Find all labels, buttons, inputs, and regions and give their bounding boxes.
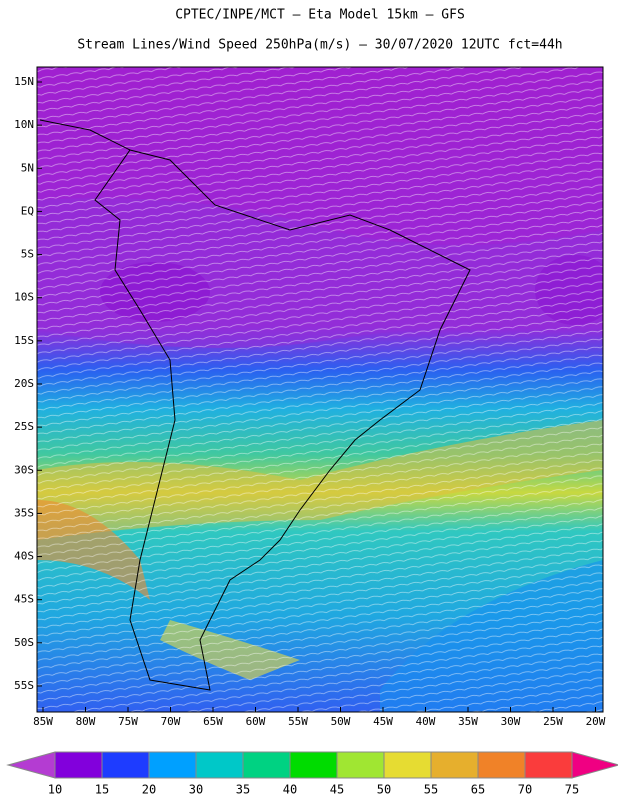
- colorbar-over: [571, 751, 618, 779]
- lon-label: 40W: [416, 715, 436, 728]
- lat-label: 10N: [14, 118, 34, 131]
- colorbar-label: 70: [518, 783, 532, 797]
- lon-label: 65W: [203, 715, 223, 728]
- colorbar-box: [336, 751, 385, 779]
- colorbar-box: [148, 751, 197, 779]
- lon-label: 25W: [543, 715, 563, 728]
- colorbar-box: [383, 751, 432, 779]
- lat-label: 30S: [14, 463, 34, 476]
- colorbar-box: [195, 751, 244, 779]
- lat-label: 5N: [21, 161, 34, 174]
- lat-label: 45S: [14, 593, 34, 606]
- colorbar-label: 50: [377, 783, 391, 797]
- lat-label: 55S: [14, 679, 34, 692]
- colorbar-label: 40: [283, 783, 297, 797]
- colorbar-box: [289, 751, 338, 779]
- lat-label: 25S: [14, 420, 34, 433]
- lon-label: 75W: [118, 715, 138, 728]
- lon-label: 35W: [458, 715, 478, 728]
- colorbar-box: [524, 751, 573, 779]
- colorbar-label: 35: [236, 783, 250, 797]
- colorbar-label: 15: [95, 783, 109, 797]
- lat-label: 40S: [14, 550, 34, 563]
- colorbar-label: 45: [330, 783, 344, 797]
- colorbar-label: 30: [189, 783, 203, 797]
- colorbar-under: [6, 751, 56, 779]
- lon-label: 50W: [331, 715, 351, 728]
- lat-label: 35S: [14, 506, 34, 519]
- map-frame: [36, 66, 604, 713]
- lon-label: 45W: [373, 715, 393, 728]
- lon-label: 55W: [288, 715, 308, 728]
- map-field: [37, 67, 603, 712]
- lon-label: 85W: [33, 715, 53, 728]
- colorbar-box: [430, 751, 479, 779]
- lat-label: 50S: [14, 636, 34, 649]
- lon-label: 30W: [501, 715, 521, 728]
- lat-label: 10S: [14, 291, 34, 304]
- lon-label: 20W: [586, 715, 606, 728]
- colorbar-label: 75: [565, 783, 579, 797]
- lat-label: 5S: [21, 248, 34, 261]
- colorbar-label: 65: [471, 783, 485, 797]
- colorbar-label: 55: [424, 783, 438, 797]
- lon-label: 60W: [246, 715, 266, 728]
- lat-label: EQ: [21, 204, 34, 217]
- lat-label: 20S: [14, 377, 34, 390]
- lat-label: 15S: [14, 334, 34, 347]
- colorbar-box: [242, 751, 291, 779]
- lon-label: 70W: [161, 715, 181, 728]
- colorbar-box: [54, 751, 103, 779]
- colorbar-box: [101, 751, 150, 779]
- lat-label: 15N: [14, 75, 34, 88]
- subtitle: Stream Lines/Wind Speed 250hPa(m/s) – 30…: [77, 38, 562, 53]
- colorbar-box: [477, 751, 526, 779]
- colorbar-label: 10: [48, 783, 62, 797]
- colorbar: 10 15 20 30 35 40 45 50 55 65 70 75: [6, 751, 618, 797]
- title: CPTEC/INPE/MCT – Eta Model 15km – GFS: [175, 8, 465, 23]
- colorbar-label: 20: [142, 783, 156, 797]
- lon-label: 80W: [76, 715, 96, 728]
